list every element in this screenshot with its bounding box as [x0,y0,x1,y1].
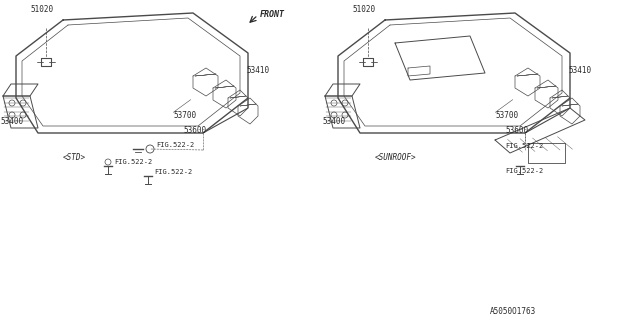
Text: FIG.522-2: FIG.522-2 [505,168,543,174]
Text: 51020: 51020 [30,5,53,14]
Text: <STD>: <STD> [63,153,86,162]
Text: FIG.522-2: FIG.522-2 [156,142,195,148]
Text: 53600: 53600 [505,126,528,135]
Text: 53410: 53410 [568,66,591,75]
Text: 53410: 53410 [246,66,269,75]
Text: FIG.522-2: FIG.522-2 [114,159,152,165]
Text: FIG.522-2: FIG.522-2 [505,143,543,149]
Text: A5050O1763: A5050O1763 [490,307,536,316]
Text: 53700: 53700 [173,111,196,120]
Text: 51020: 51020 [352,5,375,14]
Text: 53400: 53400 [322,117,345,126]
Text: 53400: 53400 [0,117,23,126]
Text: <SUNROOF>: <SUNROOF> [375,153,417,162]
Text: FRONT: FRONT [260,10,285,19]
Text: FIG.522-2: FIG.522-2 [154,169,192,175]
Text: 53600: 53600 [183,126,206,135]
Text: 53700: 53700 [495,111,518,120]
